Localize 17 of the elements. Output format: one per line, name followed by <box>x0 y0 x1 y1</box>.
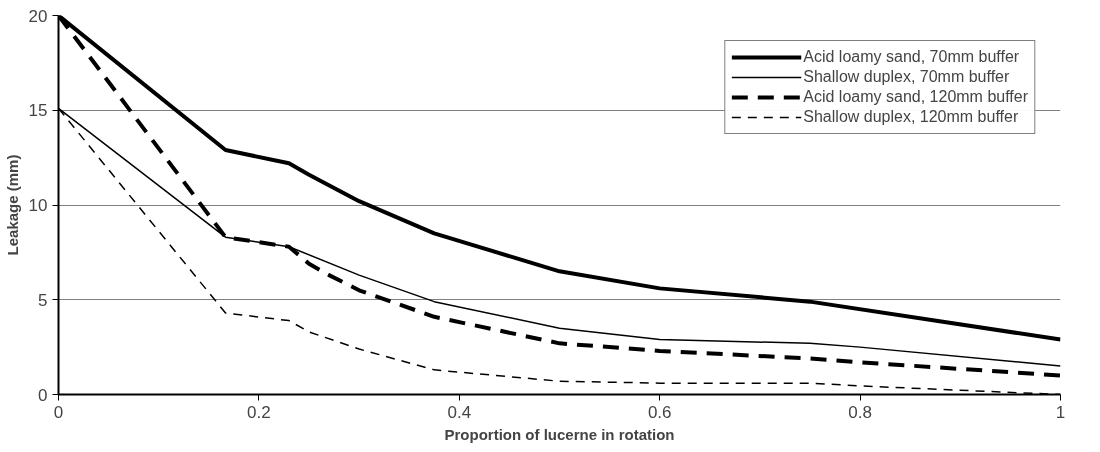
legend-label: Acid loamy sand, 70mm buffer <box>803 48 1020 66</box>
legend-label: Shallow duplex, 70mm buffer <box>803 68 1010 86</box>
x-tick-label: 0.8 <box>848 402 872 422</box>
y-tick-label: 5 <box>38 290 48 310</box>
x-tick-label: 0 <box>53 402 64 422</box>
y-tick-label: 20 <box>28 6 48 26</box>
legend-label: Acid loamy sand, 120mm buffer <box>803 88 1028 106</box>
y-tick-label: 10 <box>28 196 48 215</box>
x-axis-title: Proportion of lucerne in rotation <box>444 425 675 443</box>
y-tick-label: 0 <box>38 385 48 405</box>
x-tick-label: 0.2 <box>247 402 271 422</box>
x-tick-label: 0.6 <box>647 402 672 422</box>
x-tick-label: 1 <box>1055 402 1066 422</box>
x-tick-label: 0.4 <box>447 402 472 422</box>
y-tick-label: 15 <box>28 101 48 121</box>
y-axis-title: Leakage (mm) <box>3 154 21 256</box>
legend-label: Shallow duplex, 120mm buffer <box>803 108 1019 126</box>
